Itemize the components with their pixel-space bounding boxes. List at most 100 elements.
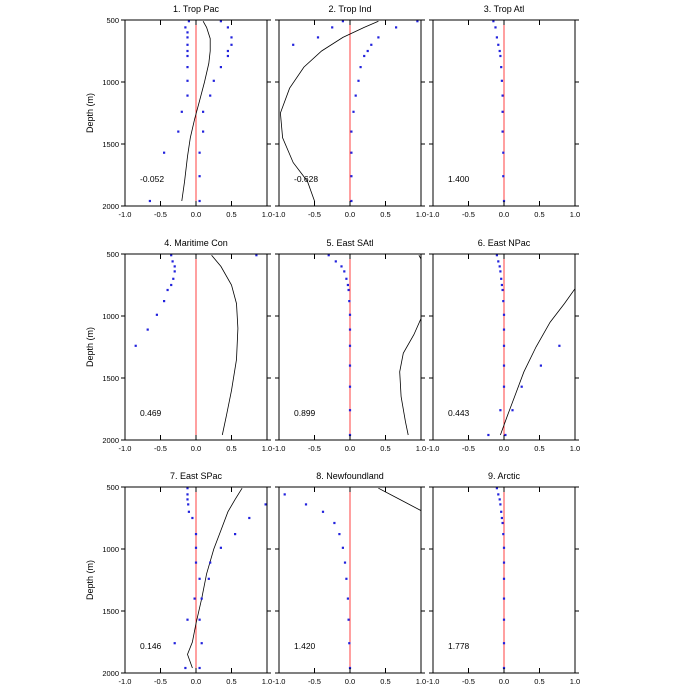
x-tick-label: 0.5 xyxy=(380,210,390,219)
x-tick-label: 0.5 xyxy=(534,677,544,686)
data-point xyxy=(502,561,506,564)
x-tick-label: 0.5 xyxy=(226,210,236,219)
data-point xyxy=(234,533,237,536)
data-point xyxy=(357,79,360,82)
data-point xyxy=(501,110,504,113)
panel-2: 2. Trop Ind -1.0 -0.5 0.0 0.5 1.0 -0.628 xyxy=(273,4,427,219)
data-point xyxy=(170,283,173,287)
data-point xyxy=(511,409,514,412)
panel-1: 1. Trop Pac -1.0 -0.5 0.0 0.5 1.0 500 1000 1500 2… xyxy=(85,4,272,219)
y-tick-label: 1000 xyxy=(102,312,119,321)
data-point xyxy=(494,26,497,29)
x-tick-label: 0.0 xyxy=(499,210,509,219)
data-point xyxy=(502,546,506,549)
profile-curve xyxy=(378,487,421,511)
y-tick-label: 500 xyxy=(106,483,119,492)
panel-value-label: -0.628 xyxy=(294,174,318,184)
data-point xyxy=(187,20,190,23)
data-point xyxy=(499,409,502,412)
data-point xyxy=(173,270,176,273)
profile-curve xyxy=(187,487,243,669)
y-tick-label: 2000 xyxy=(102,436,119,445)
x-tick-label: 1.0 xyxy=(416,210,426,219)
profile-curve xyxy=(211,254,239,436)
data-point xyxy=(558,344,561,347)
x-tick-label: -0.5 xyxy=(154,444,167,453)
data-point xyxy=(500,510,503,513)
panel-3: 3. Trop Atl -1.0 -0.5 0.0 0.5 1.0 1.400 xyxy=(427,4,581,219)
x-tick-label: -0.5 xyxy=(154,210,167,219)
data-point xyxy=(359,66,362,69)
data-point xyxy=(304,503,308,506)
data-point xyxy=(173,265,176,268)
data-point xyxy=(163,300,166,303)
panel-title: 7. East SPac xyxy=(170,471,223,481)
y-tick-label: 1500 xyxy=(102,140,119,149)
data-point xyxy=(346,283,349,287)
data-point xyxy=(193,597,196,600)
x-tick-label: -1.0 xyxy=(427,677,440,686)
data-point xyxy=(180,110,183,113)
data-point xyxy=(498,49,501,53)
data-point xyxy=(350,199,353,203)
x-tick-label: 0.0 xyxy=(345,677,355,686)
data-point xyxy=(500,516,503,520)
panel-title: 8. Newfoundland xyxy=(316,471,384,481)
data-point xyxy=(198,666,201,670)
data-point xyxy=(395,26,398,29)
data-point xyxy=(187,510,190,513)
data-point xyxy=(499,270,502,273)
data-point xyxy=(370,43,373,46)
x-tick-label: -1.0 xyxy=(119,444,132,453)
data-point xyxy=(502,533,505,536)
data-point xyxy=(172,277,175,280)
data-point xyxy=(226,54,229,58)
y-tick-label: 1500 xyxy=(102,607,119,616)
data-point xyxy=(186,498,189,501)
x-tick-label: -1.0 xyxy=(273,444,286,453)
x-tick-label: 1.0 xyxy=(570,677,580,686)
data-point xyxy=(219,546,222,549)
data-point xyxy=(186,36,189,39)
data-point xyxy=(497,493,500,496)
panel-4: 4. Maritime Con -1.0 -0.5 0.0 0.5 1.0 500 1000 1… xyxy=(85,238,272,453)
data-point xyxy=(186,43,189,46)
x-tick-label: 0.5 xyxy=(380,444,390,453)
data-point xyxy=(498,498,501,501)
panel-6: 6. East NPac -1.0 -0.5 0.0 0.5 1.0 0.443 xyxy=(427,238,581,453)
x-tick-label: 0.0 xyxy=(345,444,355,453)
data-point xyxy=(198,151,201,154)
data-point xyxy=(500,277,503,280)
data-point xyxy=(170,254,173,257)
data-point xyxy=(186,66,189,69)
profile-curve xyxy=(279,20,379,202)
panel-value-label: 1.778 xyxy=(448,641,470,651)
data-point xyxy=(264,503,267,506)
data-point xyxy=(184,26,187,29)
data-point xyxy=(173,642,176,645)
data-point xyxy=(492,20,495,23)
data-point xyxy=(226,26,229,29)
data-point xyxy=(219,20,222,23)
x-tick-label: 1.0 xyxy=(416,677,426,686)
panel-value-label: 0.443 xyxy=(448,408,470,418)
data-point xyxy=(186,79,189,82)
data-point xyxy=(498,265,501,268)
panel-value-label: -0.052 xyxy=(140,174,164,184)
data-point xyxy=(487,433,490,437)
data-point xyxy=(212,79,215,82)
data-point xyxy=(348,409,352,412)
data-point xyxy=(502,618,506,621)
x-tick-label: -1.0 xyxy=(427,210,440,219)
data-point xyxy=(504,433,507,437)
data-point xyxy=(198,618,201,621)
data-point xyxy=(350,175,353,178)
panel-value-label: 0.899 xyxy=(294,408,316,418)
data-point xyxy=(186,618,189,621)
data-point xyxy=(350,151,353,154)
data-point xyxy=(163,151,166,154)
data-point xyxy=(283,493,286,496)
data-point xyxy=(499,54,502,58)
data-point xyxy=(331,26,334,29)
